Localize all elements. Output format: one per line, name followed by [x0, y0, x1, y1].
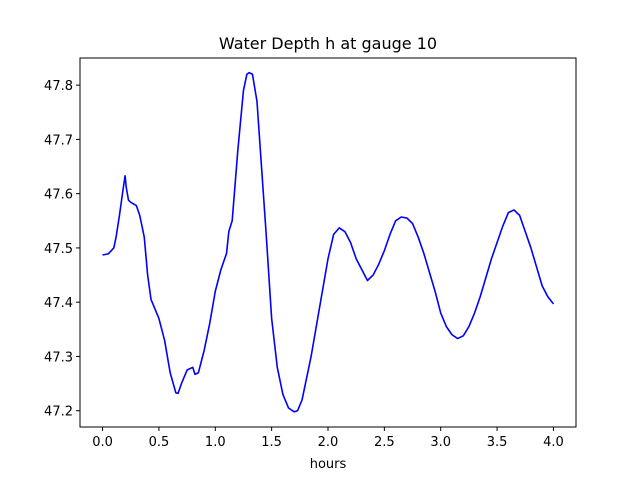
x-tick-label: 3.0	[430, 435, 451, 450]
chart-title: Water Depth h at gauge 10	[219, 34, 437, 53]
y-tick-label: 47.8	[44, 79, 73, 94]
x-tick-label: 2.0	[318, 435, 339, 450]
x-tick-label: 3.5	[487, 435, 508, 450]
x-tick-label: 0.5	[149, 435, 170, 450]
y-tick-label: 47.3	[44, 350, 73, 365]
x-axis-label: hours	[310, 457, 347, 472]
plot-area: 0.0 0.5 1.0 1.5 2.0 2.5 3.0 3.5 4.0 47.2 47.3 47.4 4…	[44, 57, 577, 450]
y-tick-label: 47.5	[44, 242, 73, 257]
y-tick-label: 47.4	[44, 296, 73, 311]
x-tick-label: 4.0	[543, 435, 564, 450]
x-tick-label: 1.0	[205, 435, 226, 450]
x-tick-label: 1.5	[261, 435, 282, 450]
y-tick-label: 47.2	[44, 405, 73, 420]
y-tick-label: 47.7	[44, 133, 73, 148]
y-tick-label: 47.6	[44, 188, 73, 203]
x-tick-label: 0.0	[92, 435, 113, 450]
x-tick-label: 2.5	[374, 435, 395, 450]
series-line-0	[102, 71, 555, 413]
